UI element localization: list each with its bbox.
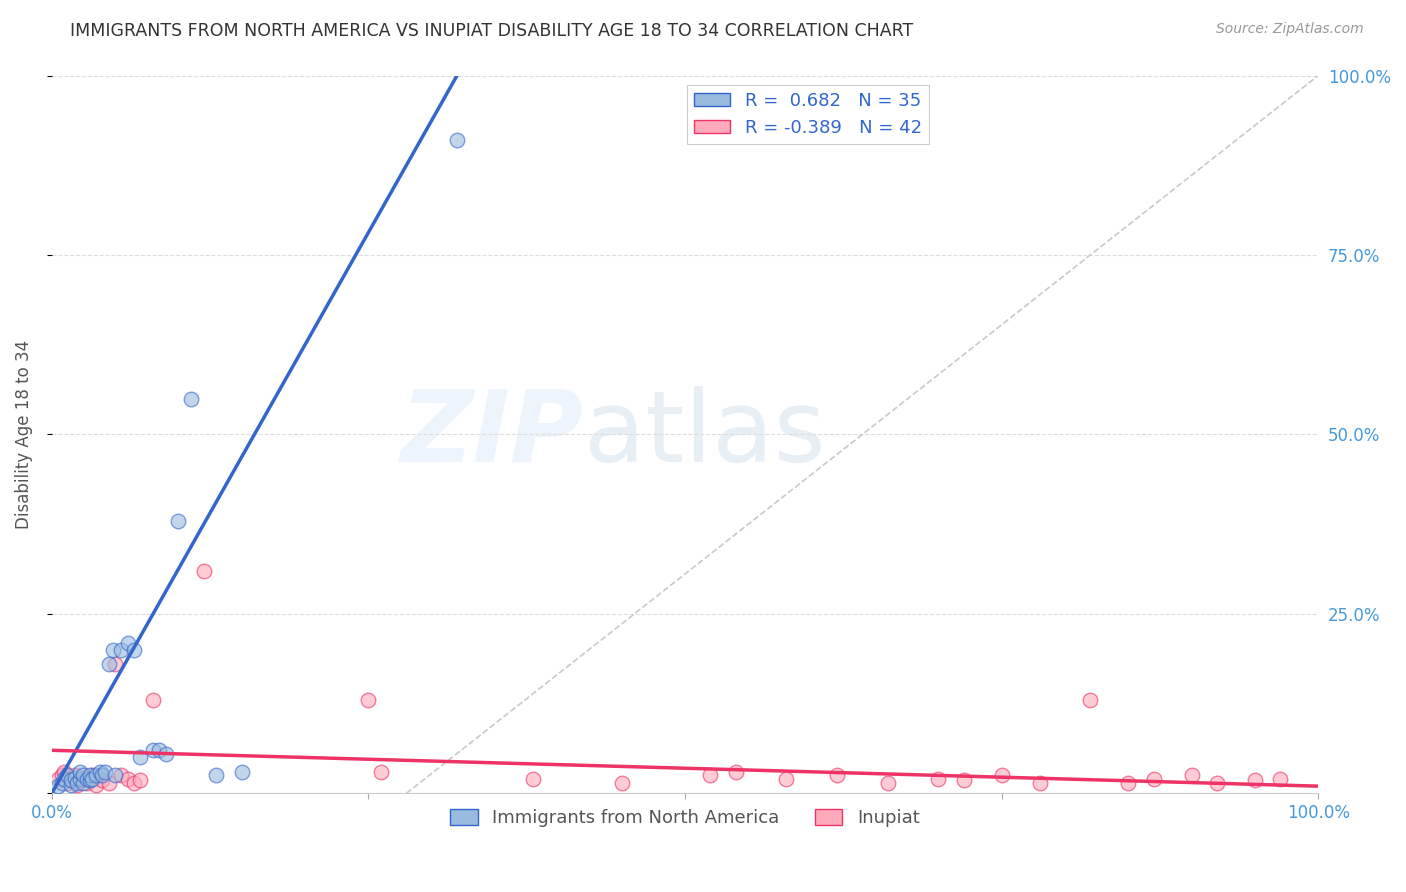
Point bbox=[91, 768, 114, 782]
Point bbox=[46, 779, 69, 793]
Point bbox=[82, 772, 104, 786]
Point bbox=[927, 772, 949, 786]
Point bbox=[122, 775, 145, 789]
Legend: Immigrants from North America, Inupiat: Immigrants from North America, Inupiat bbox=[443, 802, 927, 835]
Point bbox=[72, 768, 94, 782]
Point bbox=[610, 775, 633, 789]
Point bbox=[104, 657, 127, 672]
Point bbox=[91, 773, 114, 788]
Point bbox=[104, 768, 127, 782]
Point bbox=[110, 768, 132, 782]
Point bbox=[952, 773, 974, 788]
Point bbox=[51, 768, 73, 782]
Point bbox=[79, 772, 101, 786]
Point bbox=[97, 775, 120, 789]
Point bbox=[72, 771, 94, 785]
Text: Source: ZipAtlas.com: Source: ZipAtlas.com bbox=[1216, 22, 1364, 37]
Point bbox=[180, 392, 202, 406]
Point bbox=[84, 768, 107, 782]
Point bbox=[876, 775, 898, 789]
Point bbox=[63, 771, 86, 785]
Point bbox=[129, 773, 152, 788]
Point bbox=[59, 772, 82, 786]
Point bbox=[79, 773, 101, 788]
Point bbox=[1181, 768, 1204, 782]
Point bbox=[84, 778, 107, 792]
Point bbox=[82, 768, 104, 782]
Text: ZIP: ZIP bbox=[401, 386, 583, 483]
Point bbox=[94, 764, 117, 779]
Point bbox=[51, 775, 73, 789]
Point bbox=[129, 750, 152, 764]
Point bbox=[110, 642, 132, 657]
Point bbox=[66, 775, 89, 789]
Y-axis label: Disability Age 18 to 34: Disability Age 18 to 34 bbox=[15, 340, 32, 529]
Point bbox=[1206, 775, 1229, 789]
Point bbox=[990, 768, 1012, 782]
Text: atlas: atlas bbox=[583, 386, 825, 483]
Point bbox=[76, 775, 98, 789]
Point bbox=[59, 778, 82, 792]
Point bbox=[46, 772, 69, 786]
Point bbox=[1116, 775, 1139, 789]
Point bbox=[59, 773, 82, 788]
Point bbox=[142, 693, 165, 707]
Point bbox=[370, 764, 392, 779]
Point bbox=[148, 743, 170, 757]
Point bbox=[56, 775, 79, 789]
Point bbox=[69, 772, 91, 786]
Point bbox=[699, 768, 721, 782]
Point bbox=[79, 768, 101, 782]
Point bbox=[724, 764, 747, 779]
Point bbox=[63, 768, 86, 782]
Point bbox=[1078, 693, 1101, 707]
Point bbox=[66, 778, 89, 792]
Point bbox=[1143, 772, 1166, 786]
Point bbox=[69, 764, 91, 779]
Point bbox=[53, 772, 76, 786]
Point bbox=[122, 642, 145, 657]
Point bbox=[193, 564, 215, 578]
Point bbox=[72, 775, 94, 789]
Point bbox=[167, 514, 190, 528]
Point bbox=[89, 764, 111, 779]
Point bbox=[56, 768, 79, 782]
Point bbox=[117, 635, 139, 649]
Point bbox=[97, 657, 120, 672]
Point bbox=[1244, 773, 1267, 788]
Point bbox=[231, 764, 253, 779]
Point bbox=[101, 642, 124, 657]
Point bbox=[155, 747, 177, 761]
Point bbox=[142, 743, 165, 757]
Point bbox=[1028, 775, 1050, 789]
Point bbox=[446, 133, 468, 147]
Point bbox=[76, 772, 98, 786]
Point bbox=[205, 768, 228, 782]
Text: IMMIGRANTS FROM NORTH AMERICA VS INUPIAT DISABILITY AGE 18 TO 34 CORRELATION CHA: IMMIGRANTS FROM NORTH AMERICA VS INUPIAT… bbox=[70, 22, 914, 40]
Point bbox=[1270, 772, 1292, 786]
Point bbox=[775, 772, 797, 786]
Point bbox=[825, 768, 848, 782]
Point bbox=[69, 773, 91, 788]
Point bbox=[357, 693, 380, 707]
Point bbox=[117, 772, 139, 786]
Point bbox=[522, 772, 544, 786]
Point bbox=[53, 764, 76, 779]
